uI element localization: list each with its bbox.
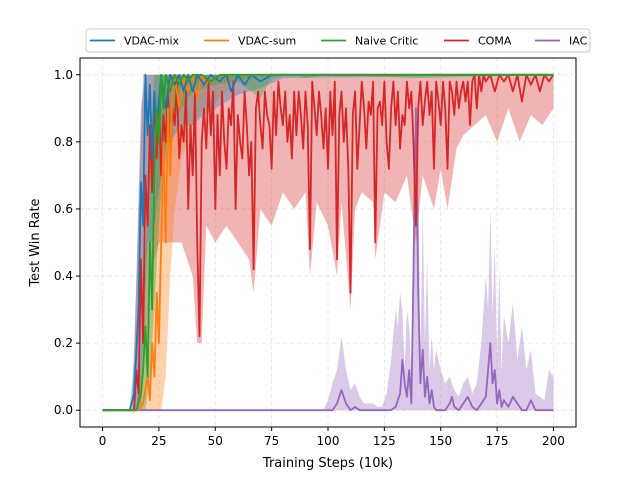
x-tick-label: 200 bbox=[542, 434, 565, 448]
x-axis-label: Training Steps (10k) bbox=[262, 456, 393, 471]
legend-label-coma: COMA bbox=[478, 35, 512, 48]
x-tick-label: 125 bbox=[373, 434, 396, 448]
x-tick-label: 75 bbox=[264, 434, 279, 448]
line-coma bbox=[102, 73, 555, 412]
legend-label-vdac-sum: VDAC-sum bbox=[238, 35, 296, 48]
y-tick-label: 0.2 bbox=[54, 336, 73, 350]
x-tick-label: 0 bbox=[99, 434, 107, 448]
series-lines bbox=[102, 73, 555, 412]
x-tick-label: 175 bbox=[486, 434, 509, 448]
line-naive-critic bbox=[102, 73, 554, 412]
legend-label-iac: IAC bbox=[569, 35, 588, 48]
x-tick-label: 25 bbox=[151, 434, 166, 448]
y-tick-label: 0.6 bbox=[54, 202, 73, 216]
y-tick-label: 0.0 bbox=[54, 403, 73, 417]
y-axis-label: Test Win Rate bbox=[28, 198, 43, 287]
y-axis-ticks: 0.0 0.2 0.4 0.6 0.8 1.0 bbox=[54, 68, 80, 417]
y-tick-label: 0.8 bbox=[54, 135, 73, 149]
band-iac bbox=[102, 91, 554, 411]
x-tick-label: 150 bbox=[429, 434, 452, 448]
line-vdac-mix bbox=[102, 73, 554, 412]
x-tick-label: 100 bbox=[317, 434, 340, 448]
legend-label-vdac-mix: VDAC-mix bbox=[124, 35, 180, 48]
legend-label-naive-critic: Naive Critic bbox=[355, 35, 418, 48]
line-iac bbox=[102, 107, 554, 412]
band-coma bbox=[102, 74, 554, 411]
band-vdac-mix bbox=[102, 74, 554, 411]
x-axis-ticks: 0 25 50 75 100 125 150 175 200 bbox=[99, 427, 565, 448]
y-tick-label: 0.4 bbox=[54, 269, 73, 283]
legend: VDAC-mix VDAC-sum Naive Critic COMA IAC bbox=[85, 28, 591, 53]
x-tick-label: 50 bbox=[208, 434, 223, 448]
y-tick-label: 1.0 bbox=[54, 68, 73, 82]
